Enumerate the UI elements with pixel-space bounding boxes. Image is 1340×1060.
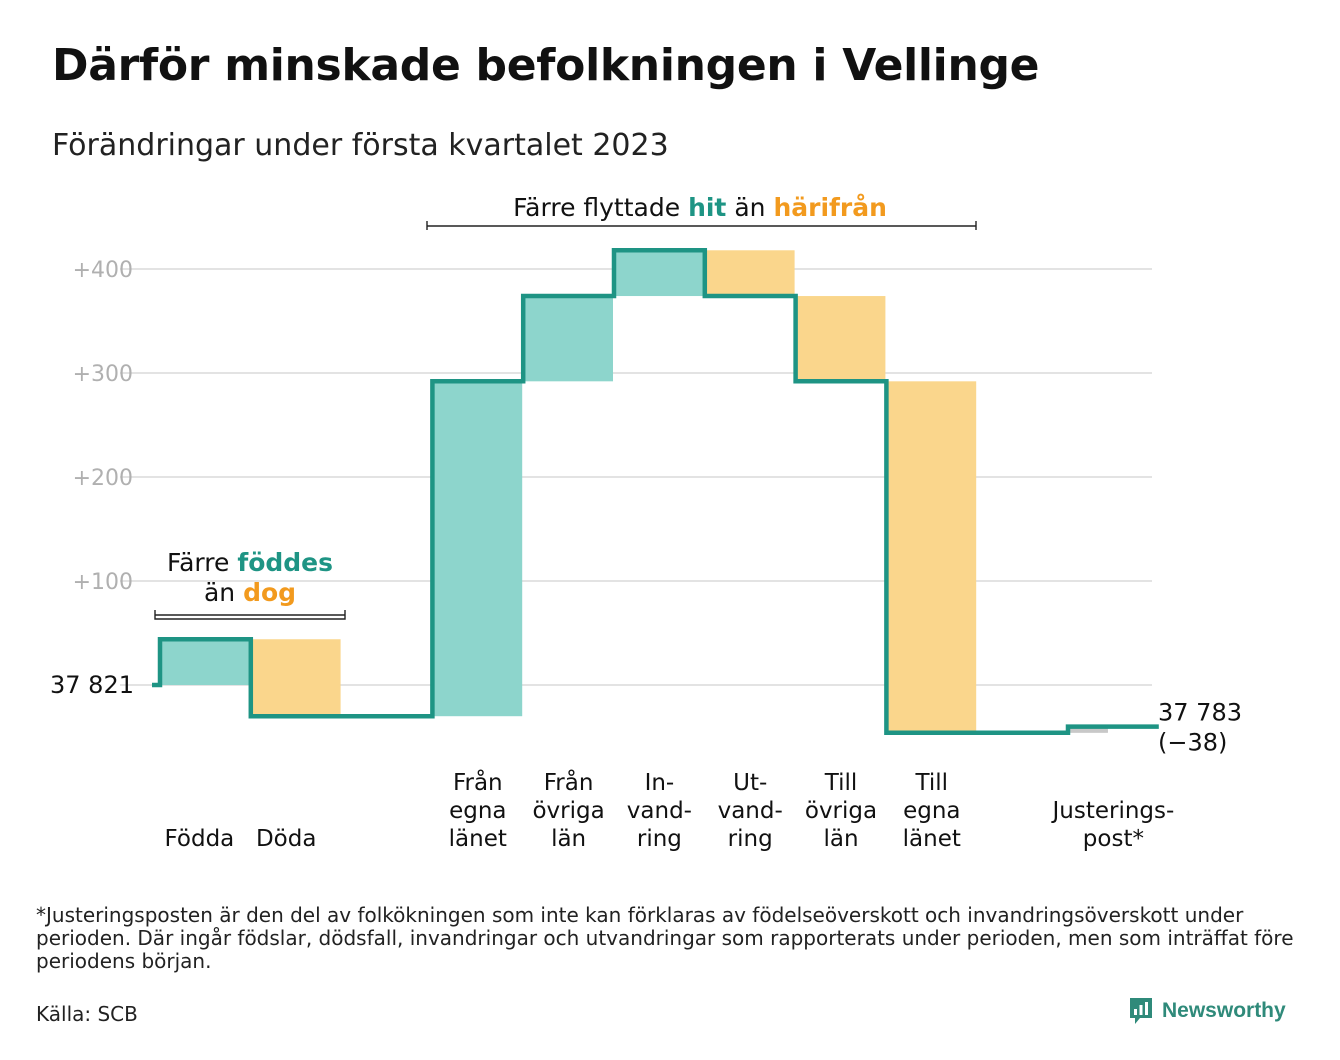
category-label: In- — [645, 770, 675, 796]
y-tick-label: +200 — [73, 466, 133, 491]
waterfall-bar — [795, 296, 886, 382]
category-label: vand- — [718, 798, 783, 824]
annotation-births-bracket — [154, 610, 346, 620]
category-label: egna — [449, 798, 506, 824]
start-value-label: 37 821 — [50, 671, 134, 699]
end-change-label: (−38) — [1158, 729, 1227, 757]
annotation-births-line-1: Färre föddes — [167, 548, 333, 577]
category-label: post* — [1083, 826, 1144, 852]
category-label: egna — [903, 798, 960, 824]
category-label: län — [551, 826, 586, 852]
category-label: ring — [728, 826, 773, 852]
category-label: vand- — [627, 798, 692, 824]
waterfall-bar — [523, 296, 613, 382]
annotation-births-line-2: än dog — [204, 578, 296, 607]
annotation-word: härifrån — [773, 193, 886, 222]
annotation-word: dog — [243, 578, 296, 607]
category-label: Födda — [165, 826, 235, 852]
brand-name: Newsworthy — [1162, 999, 1286, 1022]
waterfall-bar — [704, 250, 795, 297]
category-label: länet — [903, 826, 961, 852]
annotation-word: än — [726, 193, 773, 222]
page-subtitle: Förändringar under första kvartalet 2023 — [52, 128, 669, 163]
category-label: länet — [449, 826, 507, 852]
bar-chart-speech-icon — [1130, 998, 1152, 1024]
category-label: län — [823, 826, 858, 852]
y-tick-label: +300 — [73, 362, 133, 387]
category-label: Från — [453, 768, 503, 796]
category-label: Till — [824, 770, 858, 796]
waterfall-bar — [1068, 726, 1108, 733]
end-value-label: 37 783 — [1158, 699, 1242, 727]
annotation-word: Färre flyttade — [513, 193, 688, 222]
footnote: *Justeringsposten är den del av folkökni… — [36, 903, 1294, 973]
cumulative-line — [152, 248, 1159, 736]
waterfall-bar — [614, 250, 704, 297]
category-label: Från — [544, 768, 594, 796]
category-label: Till — [915, 770, 949, 796]
category-label: övriga — [532, 798, 604, 824]
annotation-word: föddes — [237, 548, 333, 577]
annotation-word: hit — [688, 193, 726, 222]
category-label: Justerings- — [1050, 798, 1174, 824]
brand-logo: Newsworthy — [1128, 996, 1286, 1026]
y-tick-label: +100 — [73, 570, 133, 595]
waterfall-bar — [160, 639, 250, 685]
waterfall-bar — [250, 639, 341, 717]
category-label: Ut- — [733, 770, 767, 796]
page-title: Därför minskade befolkningen i Vellinge — [52, 40, 1040, 91]
source-note: Källa: SCB — [36, 1002, 138, 1026]
category-label: övriga — [805, 798, 877, 824]
annotation-word: än — [204, 578, 243, 607]
annotation-word: Färre — [167, 548, 237, 577]
waterfall-bar — [886, 381, 977, 733]
category-label: Döda — [256, 826, 316, 852]
y-tick-label: +400 — [73, 258, 133, 283]
waterfall-bar — [432, 381, 523, 717]
category-label: ring — [637, 826, 682, 852]
annotation-migration-line: Färre flyttade hit än härifrån — [513, 193, 887, 222]
annotation-migration-bracket — [426, 221, 977, 230]
